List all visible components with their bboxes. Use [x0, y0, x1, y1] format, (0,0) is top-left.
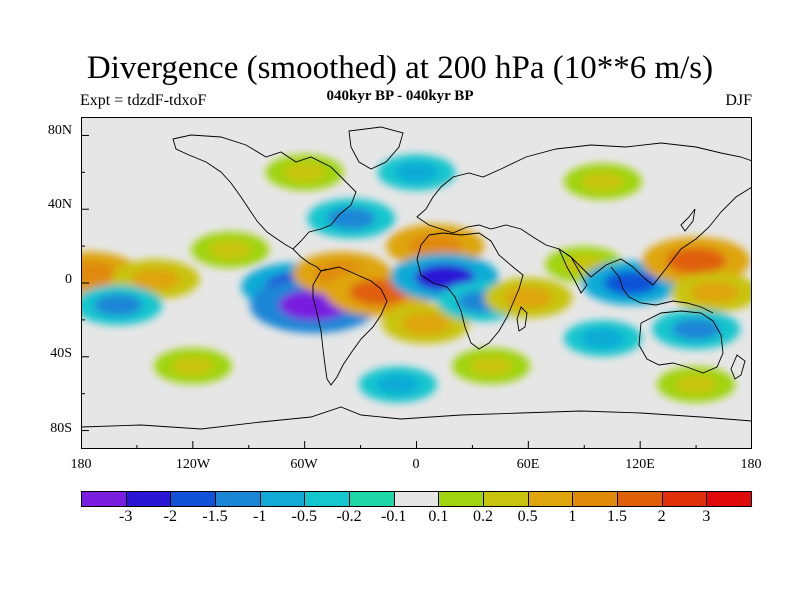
colorbar-label: -1.5	[202, 508, 228, 525]
y-tick-40s: 40S	[50, 346, 72, 361]
divergence-map	[80, 117, 753, 449]
colorbar-label: -2	[163, 508, 177, 525]
divergence-core	[283, 162, 327, 183]
x-tick-180w: 180	[70, 457, 92, 472]
coast-antarctica	[81, 406, 752, 430]
season-label: DJF	[725, 92, 752, 109]
map-panel	[80, 117, 753, 449]
coast-new-zealand	[730, 354, 746, 380]
colorbar-label: 3	[702, 508, 711, 525]
x-tick-180e: 180	[740, 457, 762, 472]
divergence-core	[666, 247, 726, 275]
coast-greenland	[348, 126, 404, 170]
coast-eurasia	[416, 142, 752, 286]
colorbar-label: -0.5	[291, 508, 317, 525]
divergence-core	[208, 239, 252, 260]
divergence-core	[327, 207, 376, 230]
coast-southeast-asia	[610, 266, 714, 314]
divergence-core	[414, 264, 475, 291]
colorbar-swatch	[171, 492, 217, 506]
colorbar-label: 0.1	[428, 508, 449, 525]
y-tick-80s: 80S	[50, 421, 72, 436]
colorbar-label: 2	[657, 508, 666, 525]
coast-north-america	[172, 134, 357, 250]
colorbar-swatch	[618, 492, 663, 506]
colorbar-label: 1	[568, 508, 577, 525]
colorbar-label: -0.1	[380, 508, 407, 525]
divergence-core	[171, 356, 215, 376]
x-tick-120e: 120E	[625, 457, 655, 472]
colorbar-swatch	[260, 492, 306, 506]
x-tick-60w: 60W	[290, 457, 318, 472]
divergence-core	[81, 261, 118, 286]
divergence-core	[504, 286, 553, 309]
coast-south-america	[312, 266, 388, 386]
divergence-core	[469, 356, 513, 376]
y-tick-40n: 40N	[47, 197, 72, 212]
divergence-core	[690, 281, 739, 304]
coast-australia	[638, 310, 724, 374]
colorbar-swatch	[439, 492, 485, 506]
divergence-core	[131, 268, 180, 291]
x-tick-0: 0	[412, 457, 420, 472]
colorbar-swatch	[707, 492, 752, 506]
divergence-core	[401, 312, 451, 335]
chart-subtitle: 040kyr BP - 040kyr BP	[326, 88, 474, 104]
colorbar-label: -0.2	[336, 508, 362, 525]
experiment-label: Expt = tdzdF-tdxoF	[80, 92, 207, 109]
y-tick-80n: 80N	[47, 123, 72, 138]
coast-japan	[680, 208, 696, 232]
divergence-core	[671, 318, 721, 341]
divergence-core	[581, 328, 625, 349]
divergence-core	[674, 374, 718, 395]
colorbar-label: -3	[118, 508, 133, 525]
coast-madagascar	[516, 306, 528, 332]
divergence-core	[94, 294, 143, 317]
colorbar-swatch	[216, 492, 261, 506]
colorbar-label: -1	[252, 508, 267, 525]
colorbar-swatch	[82, 492, 127, 506]
colorbar-label: 0.5	[517, 508, 538, 525]
colorbar-swatch	[573, 492, 619, 506]
divergence-core	[408, 234, 463, 259]
divergence-core	[581, 171, 625, 192]
coastlines	[81, 126, 752, 430]
divergence-core	[395, 162, 438, 183]
colorbar-swatch	[484, 492, 529, 506]
divergence-core	[603, 270, 658, 296]
colorbar-swatch	[662, 492, 708, 506]
colorbar-swatch	[528, 492, 574, 506]
coast-india	[557, 247, 588, 294]
chart-title: Divergence (smoothed) at 200 hPa (10**6 …	[86, 50, 714, 86]
colorbar-label: 1.5	[607, 508, 627, 525]
y-tick-0: 0	[65, 272, 72, 287]
colorbar-swatch	[305, 492, 351, 506]
colorbar-swatch	[126, 492, 172, 506]
x-tick-60e: 60E	[516, 457, 540, 472]
colorbar	[81, 491, 752, 507]
colorbar-swatch	[394, 492, 440, 506]
coast-africa	[416, 232, 524, 350]
colorbar-label: 0.2	[473, 508, 493, 525]
divergence-core	[376, 374, 420, 395]
colorbar-swatch	[350, 492, 395, 506]
x-tick-120w: 120W	[175, 457, 211, 472]
